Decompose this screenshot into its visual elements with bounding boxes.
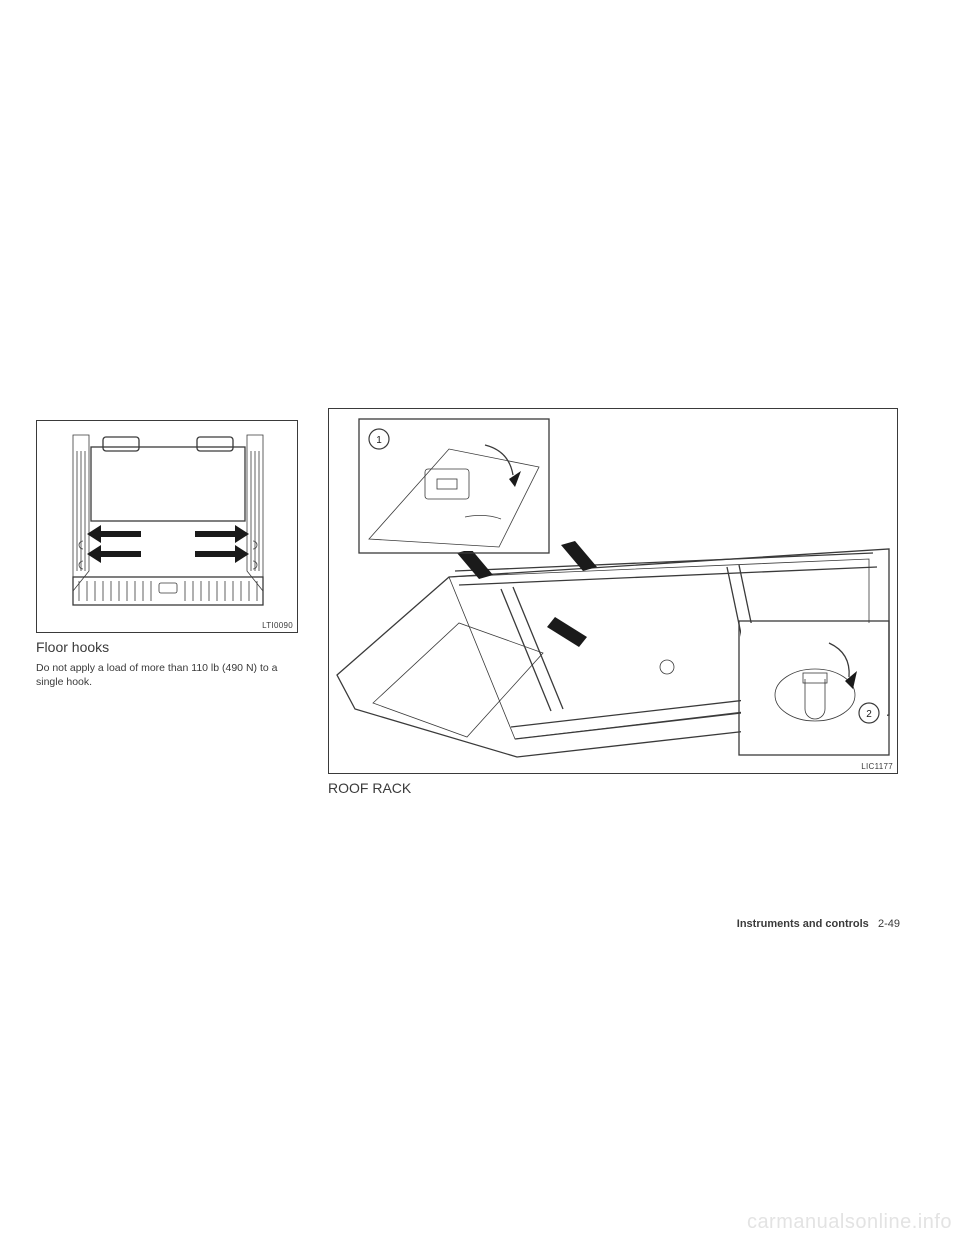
watermark: carmanualsonline.info [747, 1211, 952, 1234]
figure-code-right: LIC1177 [861, 762, 893, 771]
roof-rack-illustration: 1 2 [329, 409, 899, 775]
footer-section: Instruments and controls [737, 918, 869, 930]
roof-rack-title: ROOF RACK [328, 780, 898, 796]
floor-hooks-text: Do not apply a load of more than 110 lb … [36, 661, 298, 689]
floor-hooks-heading: Floor hooks [36, 639, 298, 655]
figure-code-left: LTI0090 [262, 621, 293, 630]
callout-1-text: 1 [376, 435, 382, 446]
figure-roof-rack: 1 2 LIC1177 [328, 408, 898, 774]
left-column: LTI0090 Floor hooks Do not apply a load … [36, 420, 298, 689]
floor-hooks-illustration [37, 421, 299, 634]
figure-floor-hooks: LTI0090 [36, 420, 298, 633]
right-column: 1 2 LIC1177 ROOF RACK [328, 408, 898, 796]
page-footer: Instruments and controls 2-49 [737, 918, 900, 930]
footer-page: 2-49 [878, 918, 900, 930]
callout-2-text: 2 [866, 709, 872, 720]
